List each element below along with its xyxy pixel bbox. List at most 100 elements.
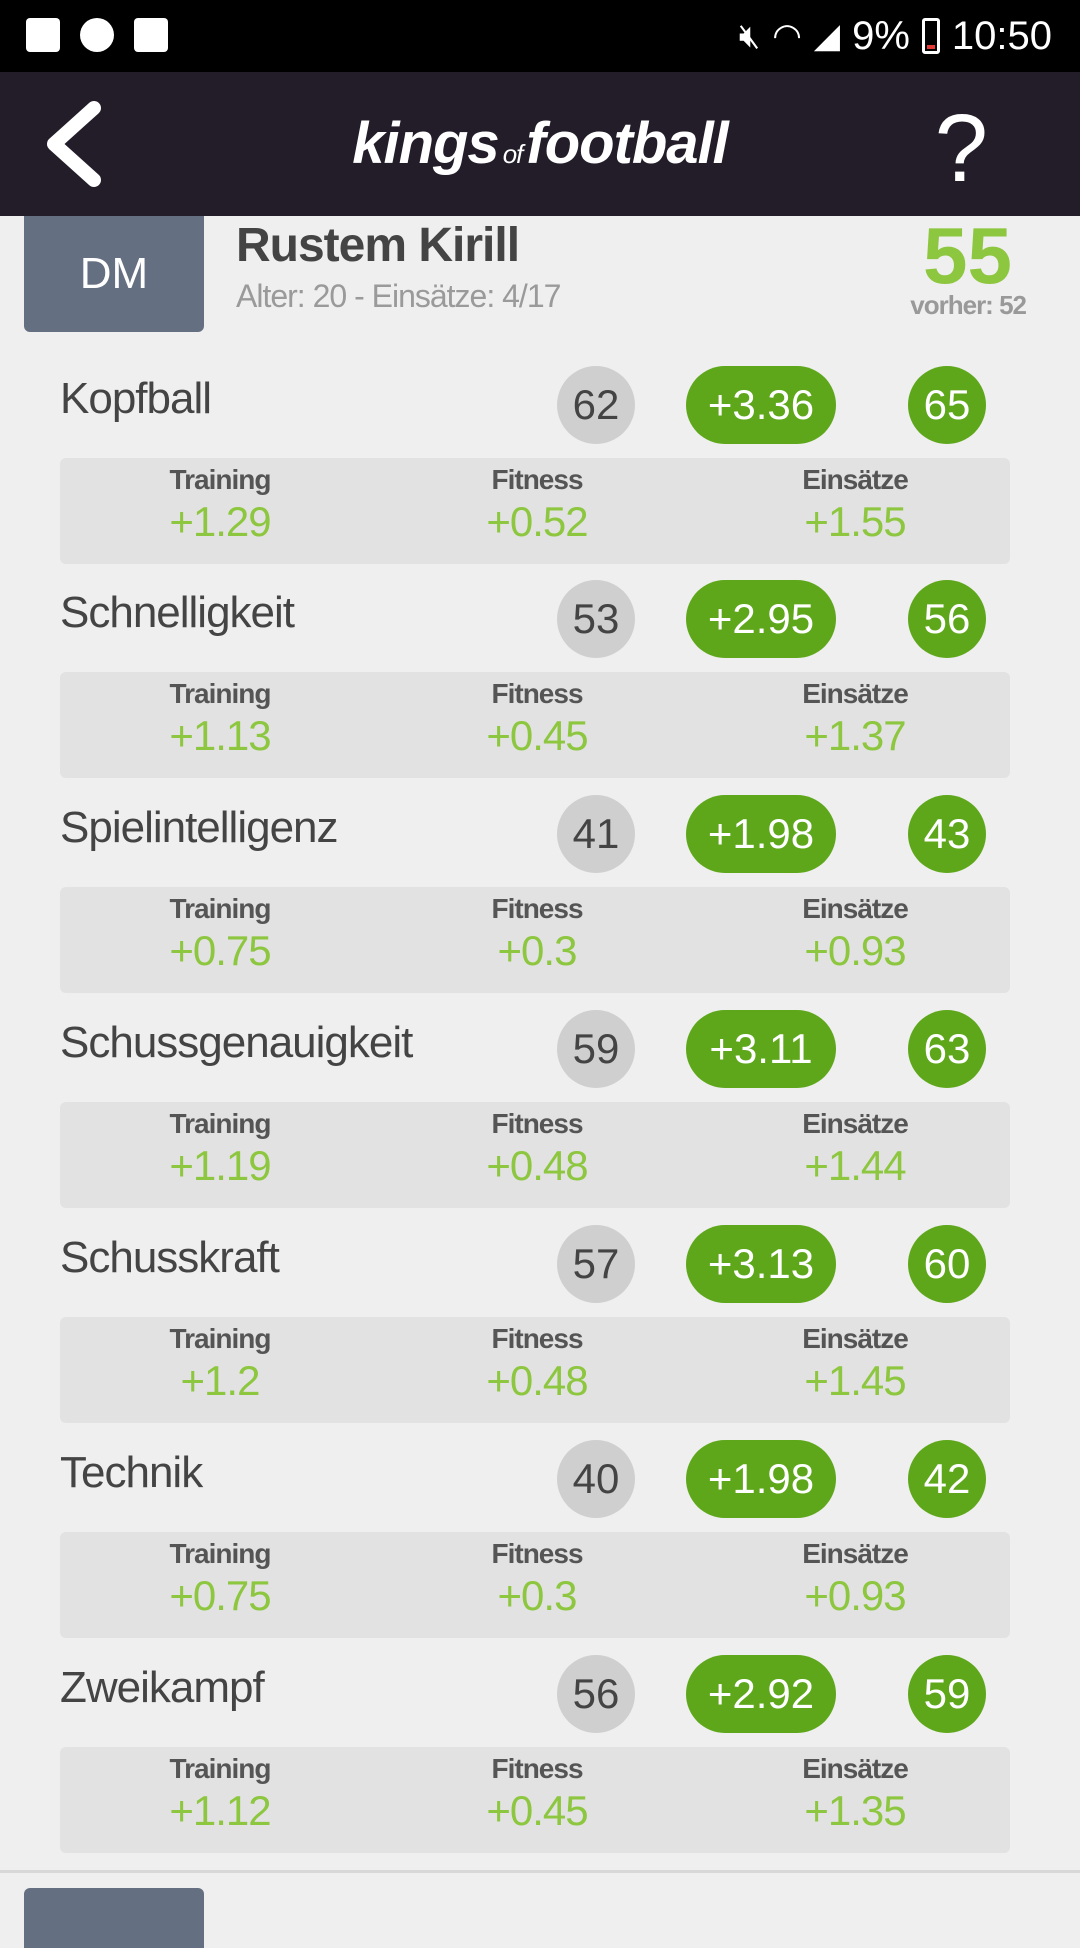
attribute-row-schnelligkeit: Schnelligkeit 53 +2.95 56 Training +1.13 …: [0, 580, 1080, 794]
fitness-label: Fitness: [491, 678, 583, 709]
fitness-column: Fitness +0.45: [387, 1753, 687, 1835]
breakdown-panel: Training +1.19 Fitness +0.48 Einsätze +1.44: [60, 1102, 1010, 1208]
status-bar: 🔇︎ ◠ ◢ 9% 10:50: [0, 0, 1080, 72]
training-value: +1.2: [180, 1357, 261, 1404]
attribute-name: Spielintelligenz: [60, 803, 339, 852]
training-value: +1.12: [169, 1787, 271, 1834]
attribute-row-schussgenauigkeit: Schussgenauigkeit 59 +3.11 63 Training +1…: [0, 1010, 1080, 1224]
attribute-name: Schussgenauigkeit: [60, 1018, 413, 1067]
breakdown-panel: Training +0.75 Fitness +0.3 Einsätze +0.93: [60, 1532, 1010, 1638]
attribute-row-technik: Technik 40 +1.98 42 Training +0.75 Fitnes…: [0, 1440, 1080, 1654]
appearances-column: Einsätze +1.45: [705, 1323, 1005, 1405]
attribute-name: Technik: [60, 1448, 203, 1497]
old-value-badge: 41: [557, 795, 635, 873]
appearances-column: Einsätze +1.44: [705, 1108, 1005, 1190]
training-column: Training +1.2: [70, 1323, 370, 1405]
notification-icons: [26, 18, 168, 52]
player-info: Alter: 20 - Einsätze: 4/17: [236, 278, 561, 314]
player-rating: 55: [923, 211, 1012, 300]
breakdown-panel: Training +1.13 Fitness +0.45 Einsätze +1.37: [60, 672, 1010, 778]
previous-rating: vorher: 52: [910, 290, 1027, 320]
training-column: Training +0.75: [70, 893, 370, 975]
battery-icon: [921, 18, 940, 54]
fitness-label: Fitness: [491, 464, 583, 495]
appearances-column: Einsätze +0.93: [705, 893, 1005, 975]
attribute-row-zweikampf: Zweikampf 56 +2.92 59 Training +1.12 Fitn…: [0, 1655, 1080, 1869]
breakdown-panel: Training +1.2 Fitness +0.48 Einsätze +1.45: [60, 1317, 1010, 1423]
delta-badge: +3.11: [686, 1010, 836, 1088]
appearances-column: Einsätze +1.37: [705, 678, 1005, 760]
delta-badge: +2.95: [686, 580, 836, 658]
delta-badge: +3.36: [686, 366, 836, 444]
appearances-column: Einsätze +1.35: [705, 1753, 1005, 1835]
fitness-label: Fitness: [491, 1538, 583, 1569]
mute-icon: 🔇︎: [738, 16, 761, 55]
fitness-column: Fitness +0.45: [387, 678, 687, 760]
breakdown-panel: Training +1.12 Fitness +0.45 Einsätze +1.35: [60, 1747, 1010, 1853]
delta-badge: +3.13: [686, 1225, 836, 1303]
appearances-value: +0.93: [804, 927, 906, 974]
appearances-value: +1.35: [804, 1787, 906, 1834]
appearances-column: Einsätze +1.55: [705, 464, 1005, 546]
new-value-badge: 60: [908, 1225, 986, 1303]
training-column: Training +1.13: [70, 678, 370, 760]
old-value-badge: 56: [557, 1655, 635, 1733]
delta-badge: +1.98: [686, 795, 836, 873]
delta-badge: +2.92: [686, 1655, 836, 1733]
appearances-value: +1.55: [804, 498, 906, 545]
wifi-icon: ◠: [772, 17, 802, 55]
fitness-column: Fitness +0.52: [387, 464, 687, 546]
fitness-label: Fitness: [491, 1108, 583, 1139]
delta-badge: +1.98: [686, 1440, 836, 1518]
attribute-row-spielintelligenz: Spielintelligenz 41 +1.98 43 Training +0.…: [0, 795, 1080, 1009]
help-button[interactable]: ?: [934, 95, 988, 202]
fitness-value: +0.48: [486, 1357, 588, 1404]
appearances-column: Einsätze +0.93: [705, 1538, 1005, 1620]
back-arrow-icon[interactable]: [42, 100, 106, 188]
breakdown-panel: Training +1.29 Fitness +0.52 Einsätze +1.55: [60, 458, 1010, 564]
signal-icon: ◢: [813, 17, 841, 55]
appearances-label: Einsätze: [802, 1538, 909, 1569]
attribute-name: Schnelligkeit: [60, 588, 295, 637]
fitness-value: +0.52: [486, 498, 588, 545]
training-column: Training +1.19: [70, 1108, 370, 1190]
fitness-value: +0.3: [497, 1572, 578, 1619]
breakdown-panel: Training +0.75 Fitness +0.3 Einsätze +0.93: [60, 887, 1010, 993]
old-value-badge: 57: [557, 1225, 635, 1303]
fitness-label: Fitness: [491, 1753, 583, 1784]
old-value-badge: 62: [557, 366, 635, 444]
old-value-badge: 53: [557, 580, 635, 658]
training-label: Training: [169, 1108, 272, 1139]
image-icon: [26, 18, 60, 52]
training-value: +0.75: [169, 1572, 271, 1619]
fitness-column: Fitness +0.48: [387, 1108, 687, 1190]
fitness-column: Fitness +0.3: [387, 1538, 687, 1620]
attribute-row-schusskraft: Schusskraft 57 +3.13 60 Training +1.2 Fit…: [0, 1225, 1080, 1439]
system-icons: 🔇︎ ◠ ◢ 9% 10:50: [739, 0, 1052, 72]
training-column: Training +0.75: [70, 1538, 370, 1620]
training-label: Training: [169, 678, 272, 709]
fitness-value: +0.3: [497, 927, 578, 974]
fitness-column: Fitness +0.48: [387, 1323, 687, 1405]
training-label: Training: [169, 1323, 272, 1354]
fitness-value: +0.48: [486, 1142, 588, 1189]
appearances-label: Einsätze: [802, 1108, 909, 1139]
appearances-label: Einsätze: [802, 1323, 909, 1354]
next-position-badge[interactable]: [24, 1888, 204, 1948]
training-label: Training: [169, 464, 272, 495]
card-divider: [0, 1870, 1080, 1873]
appearances-value: +0.93: [804, 1572, 906, 1619]
player-header: DM Rustem Kirill Alter: 20 - Einsätze: 4…: [0, 211, 1080, 336]
position-badge: DM: [24, 216, 204, 332]
appearances-value: +1.44: [804, 1142, 906, 1189]
attribute-name: Schusskraft: [60, 1233, 280, 1282]
training-value: +1.19: [169, 1142, 271, 1189]
old-value-badge: 40: [557, 1440, 635, 1518]
appearances-label: Einsätze: [802, 464, 909, 495]
app-bar: kings offootball ?: [0, 72, 1080, 216]
attribute-name: Kopfball: [60, 374, 212, 423]
new-value-badge: 63: [908, 1010, 986, 1088]
game-icon: [80, 18, 114, 52]
training-column: Training +1.29: [70, 464, 370, 546]
fitness-label: Fitness: [491, 1323, 583, 1354]
